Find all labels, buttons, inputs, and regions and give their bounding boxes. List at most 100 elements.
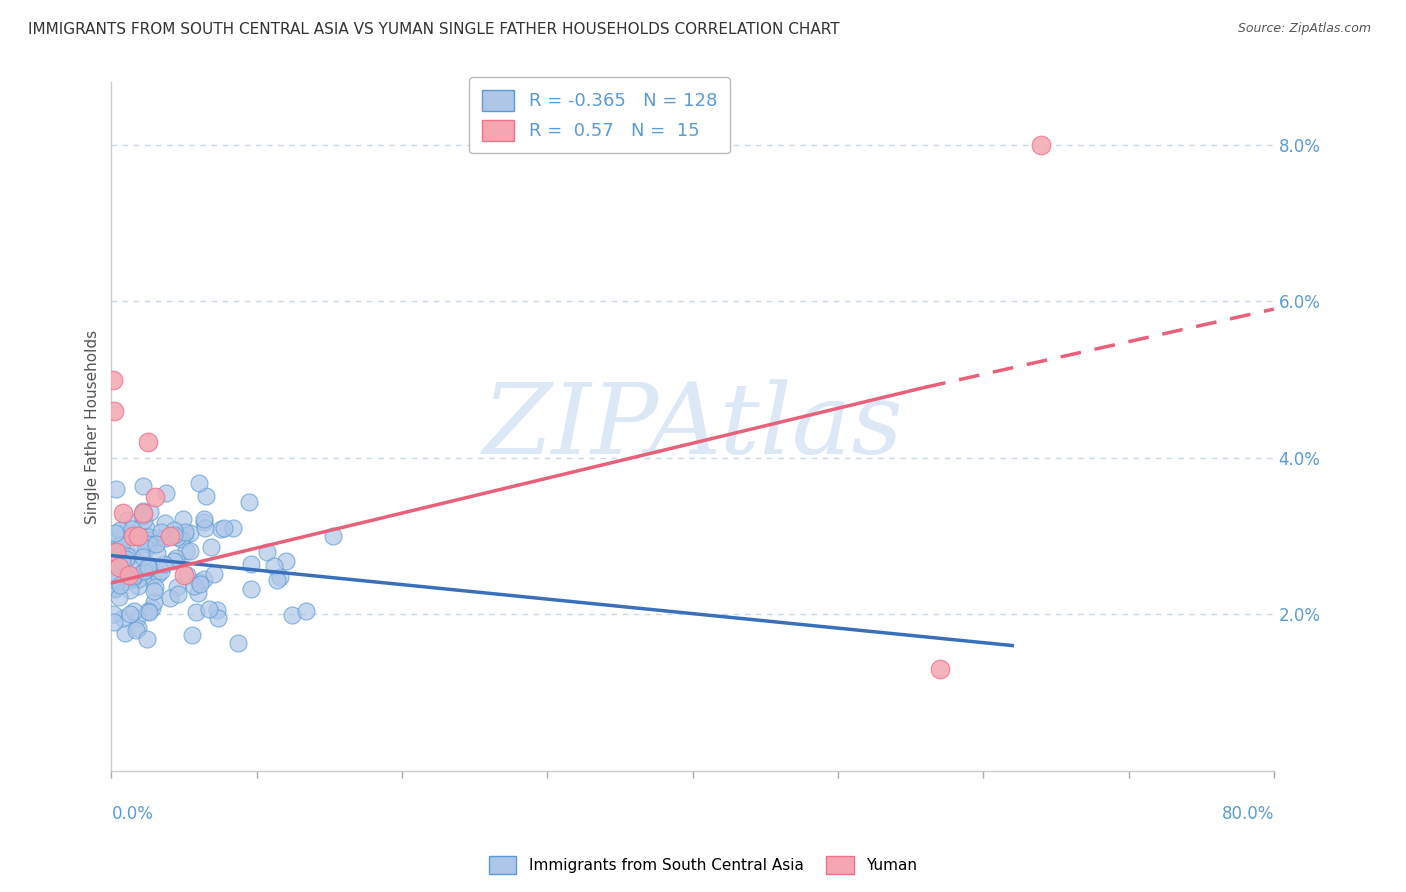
Point [179, 544, 201, 558]
Point [202, 567, 225, 582]
Point [131, 508, 153, 523]
Point [108, 578, 131, 592]
Point [122, 604, 145, 618]
Point [145, 531, 167, 545]
Point [159, 529, 181, 543]
Point [163, 554, 186, 568]
Point [103, 615, 125, 629]
Point [104, 544, 127, 558]
Point [105, 531, 128, 545]
Point [132, 513, 155, 527]
Point [104, 525, 127, 540]
Point [183, 579, 205, 593]
Point [122, 543, 145, 558]
Point [131, 479, 153, 493]
Point [125, 558, 148, 572]
Point [125, 611, 148, 625]
Point [153, 516, 176, 530]
Point [269, 570, 291, 584]
Point [127, 572, 149, 586]
Point [1031, 137, 1053, 152]
Point [108, 590, 131, 604]
Point [186, 606, 208, 620]
Point [153, 531, 176, 545]
Point [121, 522, 143, 536]
Point [132, 506, 155, 520]
Point [132, 550, 155, 565]
Point [173, 524, 195, 539]
Legend: R = -0.365   N = 128, R =  0.57   N =  15: R = -0.365 N = 128, R = 0.57 N = 15 [470, 78, 730, 153]
Point [195, 489, 218, 503]
Point [115, 513, 138, 527]
Point [928, 662, 950, 676]
Point [174, 544, 197, 558]
Point [187, 586, 209, 600]
Point [122, 571, 145, 585]
Point [143, 536, 166, 550]
Point [122, 569, 145, 583]
Point [149, 564, 172, 578]
Point [104, 541, 127, 556]
Point [169, 533, 191, 547]
Point [131, 507, 153, 521]
Point [179, 526, 201, 541]
Point [146, 567, 169, 582]
Point [193, 572, 215, 586]
Point [118, 549, 141, 564]
Point [295, 604, 318, 618]
Point [240, 557, 263, 571]
Point [200, 540, 222, 554]
Point [136, 435, 159, 450]
Point [138, 605, 160, 619]
Point [205, 603, 228, 617]
Point [135, 563, 157, 577]
Point [155, 485, 177, 500]
Point [176, 567, 198, 582]
Point [135, 521, 157, 535]
Point [101, 534, 124, 549]
Point [238, 495, 260, 509]
Point [159, 591, 181, 605]
Point [152, 557, 174, 571]
Point [145, 546, 167, 560]
Point [115, 549, 138, 563]
Point [322, 529, 344, 543]
Point [135, 541, 157, 556]
Point [111, 559, 134, 574]
Point [165, 551, 187, 566]
Point [221, 520, 243, 534]
Point [105, 482, 128, 496]
Point [122, 529, 145, 543]
Point [104, 566, 127, 581]
Point [173, 568, 195, 582]
Point [134, 563, 156, 577]
Text: ZIPAtlas: ZIPAtlas [482, 379, 903, 475]
Text: 0.0%: 0.0% [111, 805, 153, 823]
Point [163, 528, 186, 542]
Point [120, 525, 142, 540]
Point [193, 515, 215, 529]
Legend: Immigrants from South Central Asia, Yuman: Immigrants from South Central Asia, Yuma… [482, 850, 924, 880]
Point [101, 372, 124, 386]
Point [108, 524, 131, 538]
Point [101, 572, 124, 586]
Point [108, 545, 131, 559]
Point [239, 582, 262, 597]
Point [112, 506, 135, 520]
Point [127, 621, 149, 635]
Point [139, 538, 162, 552]
Text: IMMIGRANTS FROM SOUTH CENTRAL ASIA VS YUMAN SINGLE FATHER HOUSEHOLDS CORRELATION: IMMIGRANTS FROM SOUTH CENTRAL ASIA VS YU… [28, 22, 839, 37]
Point [138, 533, 160, 547]
Point [111, 610, 134, 624]
Point [118, 568, 141, 582]
Point [143, 595, 166, 609]
Point [132, 564, 155, 578]
Point [104, 582, 127, 596]
Point [167, 587, 190, 601]
Point [141, 600, 163, 615]
Point [163, 523, 186, 537]
Point [188, 577, 211, 591]
Point [136, 559, 159, 574]
Point [143, 580, 166, 594]
Point [198, 602, 221, 616]
